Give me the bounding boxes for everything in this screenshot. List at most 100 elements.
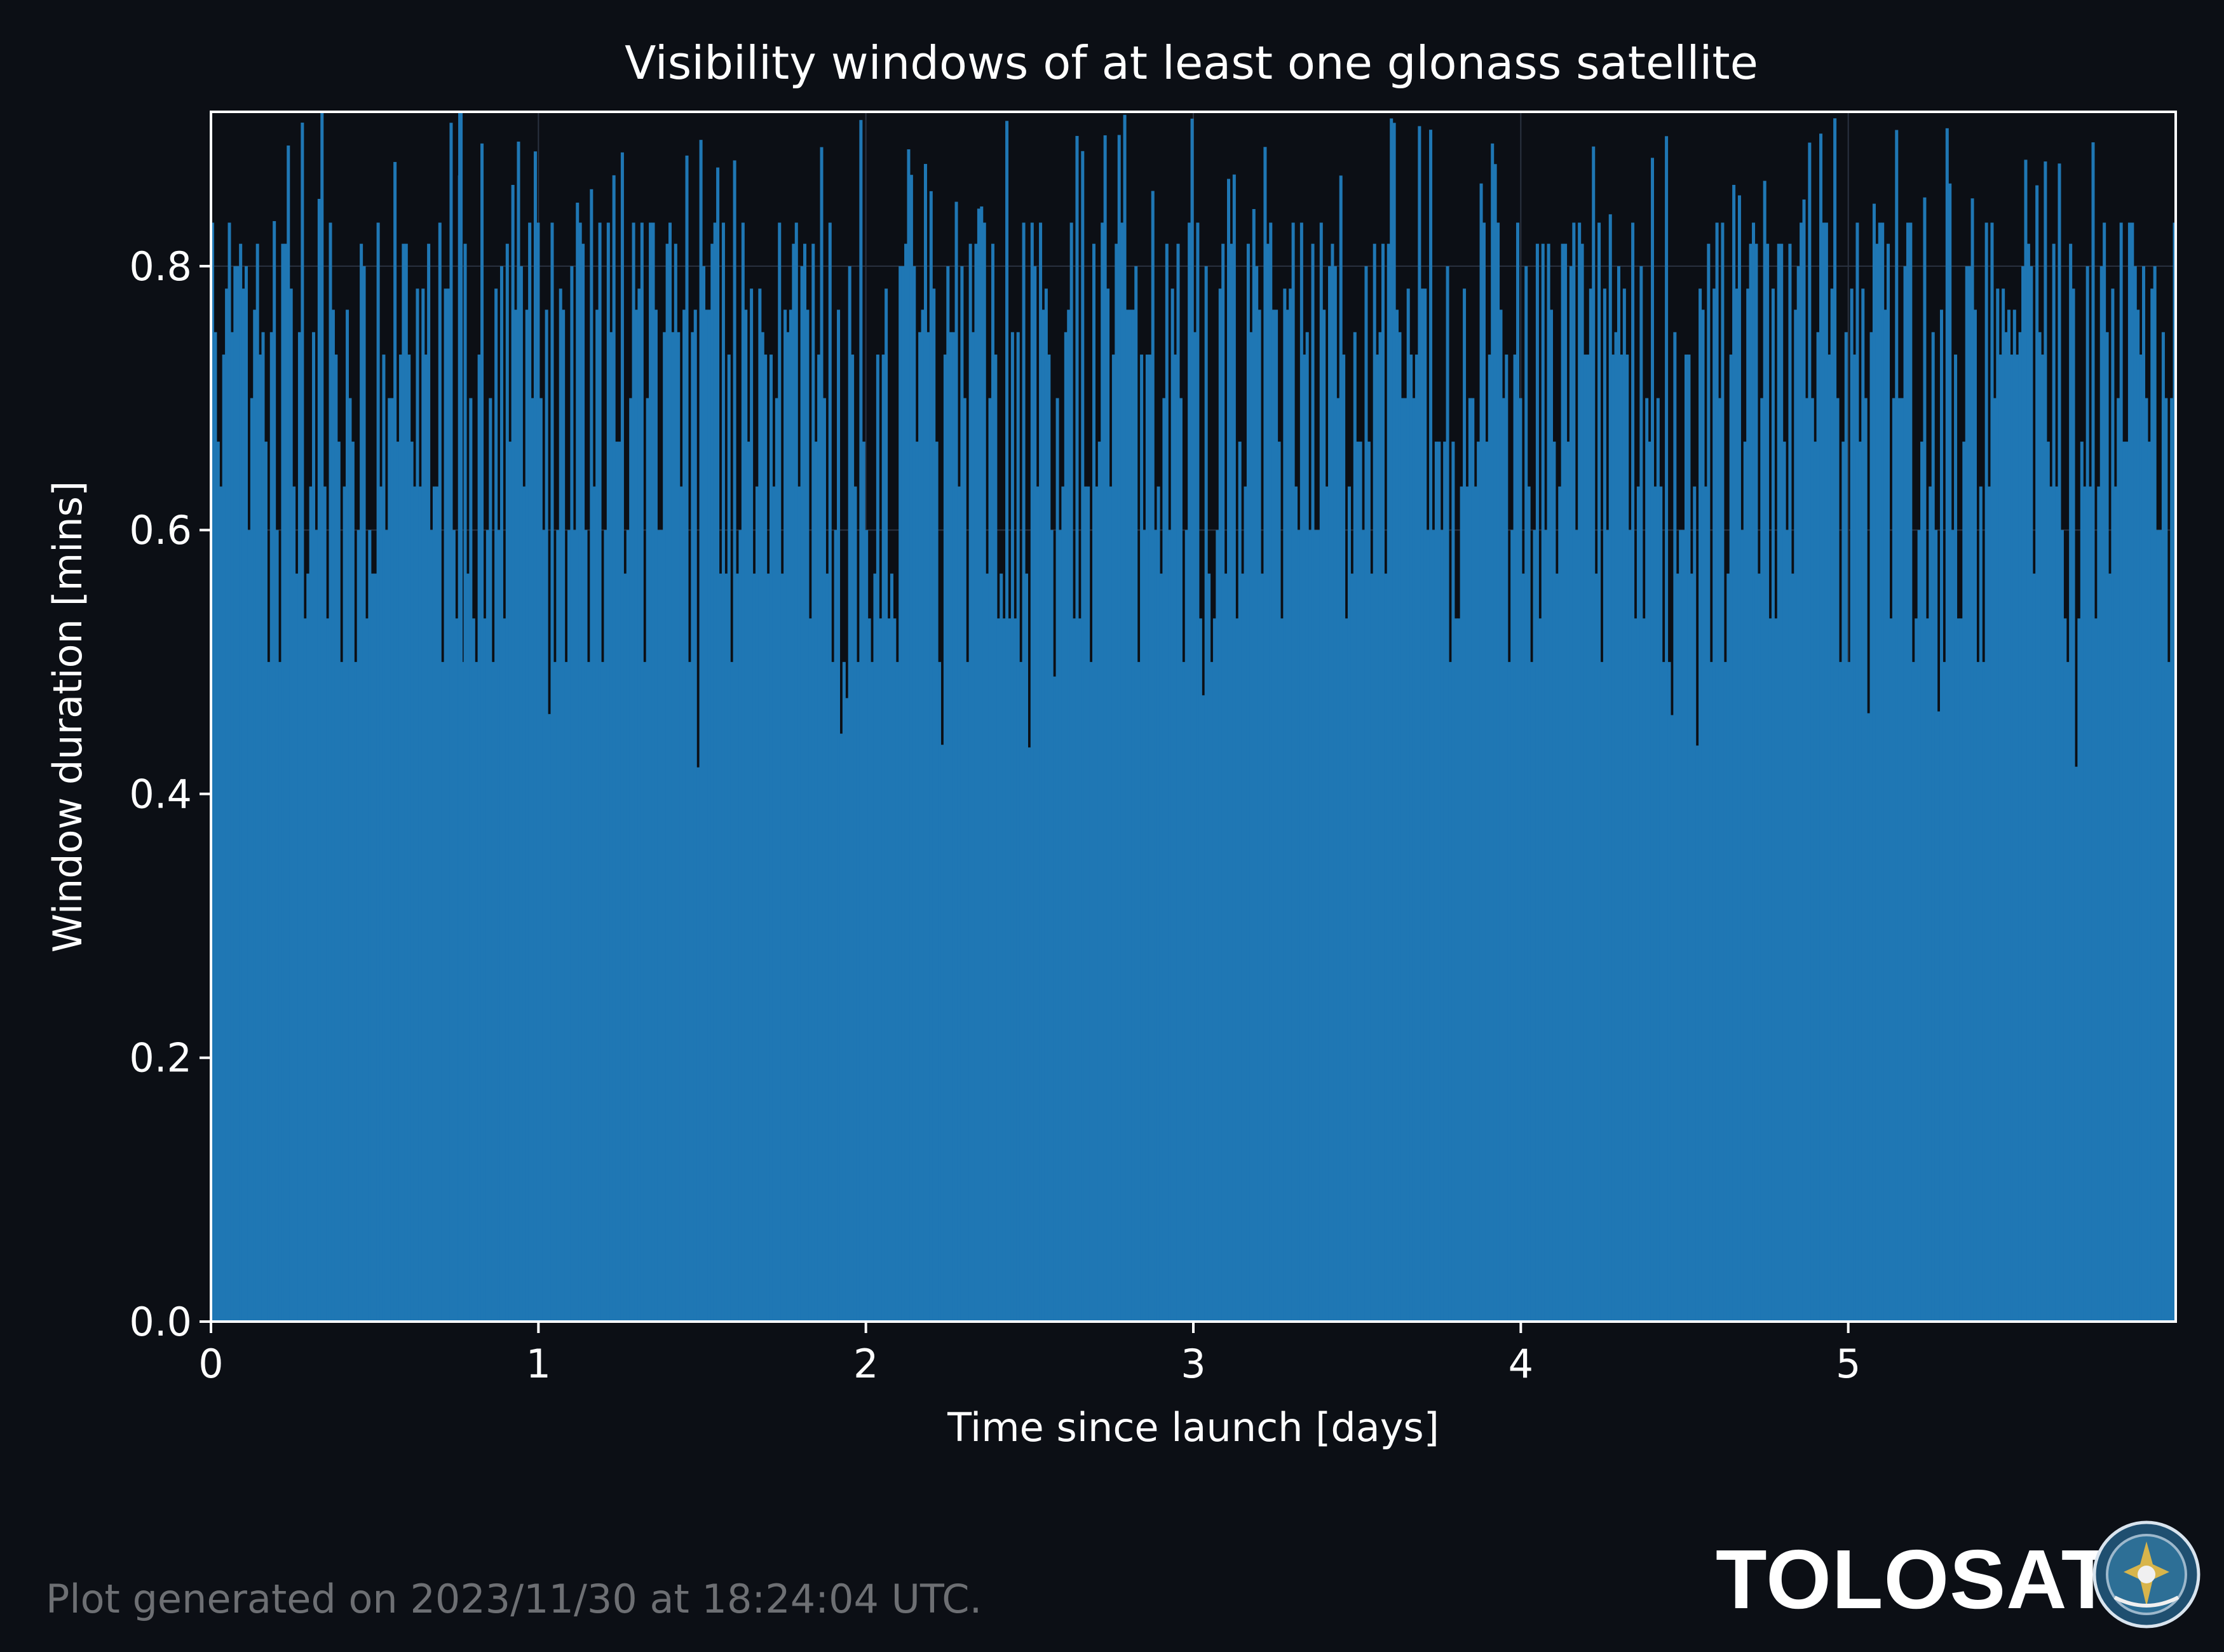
window-bar xyxy=(1457,618,1461,1322)
window-bar xyxy=(1373,243,1376,1322)
window-bar xyxy=(1106,288,1110,1322)
window-bar xyxy=(1317,530,1320,1322)
window-bar xyxy=(1097,442,1101,1322)
window-bar xyxy=(2077,618,2081,1322)
window-bar xyxy=(1120,222,1124,1322)
window-bar xyxy=(1990,222,1994,1322)
window-bar xyxy=(1165,243,1169,1322)
window-bar xyxy=(528,222,532,1322)
window-bar xyxy=(233,266,237,1322)
window-bar xyxy=(1749,243,1753,1322)
window-bar xyxy=(1129,309,1132,1322)
x-tick-label: 2 xyxy=(853,1341,878,1387)
window-bar xyxy=(2113,486,2117,1322)
y-tick-label: 0.8 xyxy=(129,243,192,290)
window-bar xyxy=(2030,266,2033,1322)
window-bar xyxy=(365,618,369,1322)
window-bar xyxy=(1892,398,1895,1322)
window-bar xyxy=(2032,573,2036,1322)
window-bar xyxy=(674,243,677,1322)
window-bar xyxy=(2058,163,2061,1322)
window-bar xyxy=(1976,661,1980,1322)
window-bar xyxy=(1861,288,1865,1322)
window-bar xyxy=(1488,355,1491,1322)
window-bar xyxy=(379,486,383,1322)
window-bar xyxy=(351,442,355,1322)
window-bar xyxy=(469,398,473,1322)
window-bar xyxy=(696,767,700,1322)
window-bar xyxy=(1656,398,1660,1322)
window-bar xyxy=(1988,486,1991,1322)
window-bar xyxy=(1707,243,1711,1322)
window-bar xyxy=(511,184,515,1322)
window-bar xyxy=(292,486,296,1322)
window-bar xyxy=(1505,355,1509,1322)
window-bar xyxy=(1634,618,1637,1322)
window-bar xyxy=(230,332,234,1322)
window-bar xyxy=(2111,288,2115,1322)
window-bar xyxy=(1044,288,1048,1322)
window-bar xyxy=(1639,266,1643,1322)
window-bar xyxy=(301,123,304,1322)
window-bar xyxy=(402,243,405,1322)
window-bar xyxy=(1227,179,1231,1322)
window-bar xyxy=(1376,355,1380,1322)
window-bar xyxy=(637,288,641,1322)
window-bar xyxy=(1426,530,1430,1322)
window-bar xyxy=(2080,442,2084,1322)
window-bar xyxy=(1325,486,1329,1322)
window-bar xyxy=(1429,130,1433,1322)
window-bar xyxy=(741,222,745,1322)
window-bar xyxy=(519,266,523,1322)
window-bar xyxy=(1271,309,1275,1322)
window-bar xyxy=(929,191,933,1322)
window-bar xyxy=(1547,243,1550,1322)
window-bar xyxy=(1970,198,1974,1322)
window-bar xyxy=(640,222,644,1322)
window-bar xyxy=(1485,442,1489,1322)
window-bar xyxy=(1216,530,1219,1322)
window-bar xyxy=(750,288,754,1322)
window-bar xyxy=(1499,309,1503,1322)
window-bar xyxy=(1207,573,1211,1322)
window-bar xyxy=(1937,711,1941,1322)
window-bar xyxy=(444,288,447,1322)
window-bar xyxy=(1822,222,1826,1322)
window-bar xyxy=(1390,118,1393,1322)
window-bar xyxy=(587,661,590,1322)
window-bar xyxy=(1460,486,1463,1322)
window-bar xyxy=(1448,661,1452,1322)
window-bar xyxy=(738,530,742,1322)
window-bar xyxy=(1409,355,1413,1322)
window-bar xyxy=(418,486,422,1322)
window-bar xyxy=(1521,573,1525,1322)
window-bar xyxy=(1625,355,1629,1322)
window-bar xyxy=(702,266,706,1322)
window-bar xyxy=(1883,309,1887,1322)
window-bar xyxy=(1109,486,1113,1322)
window-bar xyxy=(1878,222,1882,1322)
window-bar xyxy=(632,222,635,1322)
window-bar xyxy=(1235,618,1239,1322)
window-bar xyxy=(1115,243,1118,1322)
window-bar xyxy=(1746,288,1750,1322)
window-bar xyxy=(851,355,855,1322)
window-bar xyxy=(1359,442,1362,1322)
window-bar xyxy=(1081,151,1085,1322)
window-bar xyxy=(1889,618,1893,1322)
window-bar xyxy=(895,661,899,1322)
window-bar xyxy=(1283,288,1287,1322)
window-bar xyxy=(427,243,431,1322)
window-bar xyxy=(2089,486,2092,1322)
window-bar xyxy=(792,243,796,1322)
window-bar xyxy=(867,618,871,1322)
window-bar xyxy=(825,573,829,1322)
window-bar xyxy=(1670,715,1674,1322)
window-bar xyxy=(1387,243,1390,1322)
window-bar xyxy=(1041,309,1045,1322)
window-bar xyxy=(691,332,695,1322)
window-bar xyxy=(1137,661,1141,1322)
window-bar xyxy=(1569,266,1573,1322)
window-bar xyxy=(859,119,863,1322)
window-bar xyxy=(1715,222,1719,1322)
